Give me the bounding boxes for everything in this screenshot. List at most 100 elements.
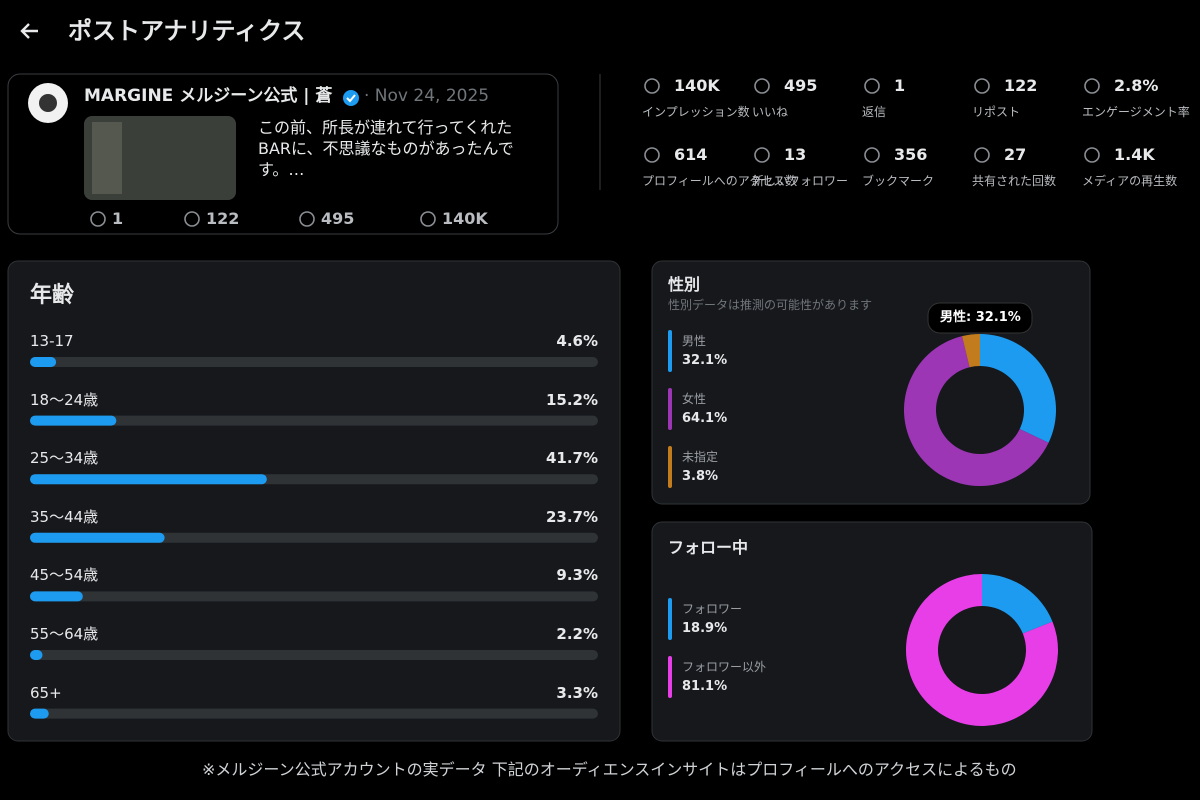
metric-value: 356 bbox=[894, 145, 928, 164]
metric-label: いいね bbox=[752, 105, 789, 119]
post-text: この前、所長が連れて行ってくれたBARに、不思議なものがあったんです。… bbox=[258, 118, 514, 179]
tooltip: 男性: 32.1% bbox=[940, 310, 1021, 325]
icon bbox=[974, 147, 990, 163]
donut-segment bbox=[962, 334, 980, 368]
following-title: フォロー中 bbox=[668, 538, 749, 557]
bar-track bbox=[30, 708, 598, 719]
metric-label: インプレッション数 bbox=[642, 105, 750, 119]
age-value: 15.2% bbox=[545, 390, 598, 409]
metric-value: 122 bbox=[1004, 76, 1038, 95]
bar-track bbox=[30, 357, 598, 367]
metric-label: 共有された回数 bbox=[972, 174, 1057, 188]
metric-label: 返信 bbox=[862, 105, 887, 119]
donut-segment bbox=[980, 334, 1056, 443]
verified-badge bbox=[343, 90, 359, 106]
legend-label: 女性 bbox=[682, 392, 707, 406]
verified-check bbox=[346, 94, 356, 103]
post-stat: 495 bbox=[321, 209, 355, 228]
post-stat: 122 bbox=[206, 209, 240, 228]
metric-label: 新しいフォロワー bbox=[752, 174, 849, 188]
metric-value: 1.4K bbox=[1114, 145, 1155, 164]
age-value: 9.3% bbox=[556, 566, 598, 585]
legend-value: 3.8% bbox=[682, 469, 719, 484]
age-value: 2.2% bbox=[556, 625, 598, 643]
bar-track bbox=[30, 591, 598, 602]
post-stat: 1 bbox=[112, 209, 124, 228]
legend-label: フォロワー以外 bbox=[682, 660, 767, 674]
metric-label: エンゲージメント率 bbox=[1082, 105, 1190, 119]
metric-value: 2.8% bbox=[1114, 76, 1159, 95]
post-author: MARGINE メルジーン公式 | 蒼 bbox=[84, 86, 333, 106]
bar-track bbox=[30, 415, 598, 426]
age-value: 4.6% bbox=[556, 332, 598, 350]
back-arrow[interactable] bbox=[20, 23, 38, 39]
bar bbox=[30, 708, 49, 719]
legend-swatch bbox=[668, 656, 672, 698]
donut-segment bbox=[982, 574, 1053, 634]
icon bbox=[644, 78, 660, 94]
icon bbox=[1084, 78, 1100, 94]
age-label: 55〜64歳 bbox=[30, 625, 99, 643]
legend-label: 未指定 bbox=[682, 450, 719, 464]
legend-swatch bbox=[668, 388, 672, 430]
bar bbox=[30, 415, 117, 426]
age-value: 3.3% bbox=[556, 683, 598, 702]
bar-track bbox=[30, 532, 598, 543]
legend-swatch bbox=[668, 598, 672, 640]
icon bbox=[299, 211, 315, 227]
bar-track bbox=[30, 650, 598, 660]
age-value: 23.7% bbox=[545, 507, 598, 526]
footnote: ※メルジーン公式アカウントの実データ 下記のオーディエンスインサイトはプロフィー… bbox=[202, 760, 1017, 779]
metric-value: 495 bbox=[784, 76, 818, 95]
post-date: · Nov 24, 2025 bbox=[364, 86, 490, 106]
icon bbox=[644, 147, 660, 163]
legend-label: 男性 bbox=[682, 334, 707, 348]
icon bbox=[864, 78, 880, 94]
legend-value: 81.1% bbox=[682, 679, 728, 694]
metric-value: 1 bbox=[894, 76, 906, 95]
icon bbox=[754, 78, 770, 94]
avatar-logo bbox=[39, 94, 57, 112]
age-title: 年齢 bbox=[30, 283, 75, 308]
legend-value: 18.9% bbox=[682, 621, 728, 636]
legend-label: フォロワー bbox=[682, 602, 743, 616]
icon bbox=[420, 211, 436, 227]
legend-value: 64.1% bbox=[682, 411, 728, 426]
metric-value: 27 bbox=[1004, 145, 1027, 164]
gender-title: 性別 bbox=[668, 275, 701, 294]
icon bbox=[754, 147, 770, 163]
metric-label: プロフィールへのアクセス数 bbox=[642, 174, 798, 188]
thumbnail-detail bbox=[92, 122, 122, 194]
age-label: 13-17 bbox=[30, 332, 74, 350]
legend-swatch bbox=[668, 330, 672, 372]
age-label: 25〜34歳 bbox=[30, 449, 99, 468]
metric-value: 13 bbox=[784, 145, 807, 164]
gender-subtitle: 性別データは推測の可能性があります bbox=[668, 298, 873, 312]
bar bbox=[30, 532, 165, 543]
bar bbox=[30, 474, 267, 485]
icon bbox=[184, 211, 200, 227]
legend-swatch bbox=[668, 446, 672, 488]
age-label: 18〜24歳 bbox=[30, 390, 99, 409]
icon bbox=[974, 78, 990, 94]
bar bbox=[30, 357, 57, 367]
metric-value: 140K bbox=[674, 76, 720, 95]
metric-value: 614 bbox=[674, 145, 708, 164]
post-stat: 140K bbox=[442, 209, 488, 228]
age-label: 45〜54歳 bbox=[30, 566, 99, 585]
metric-label: ブックマーク bbox=[862, 174, 935, 188]
metric-label: リポスト bbox=[972, 105, 1021, 119]
donut-segment bbox=[904, 336, 1049, 486]
icon bbox=[864, 147, 880, 163]
age-label: 65+ bbox=[30, 683, 62, 702]
bar bbox=[30, 591, 83, 602]
donut-segment bbox=[906, 574, 1058, 726]
icon bbox=[90, 211, 106, 227]
age-label: 35〜44歳 bbox=[30, 507, 99, 526]
age-panel bbox=[7, 260, 621, 742]
legend-value: 32.1% bbox=[682, 353, 728, 368]
tooltip-box bbox=[927, 302, 1033, 334]
icon bbox=[1084, 147, 1100, 163]
